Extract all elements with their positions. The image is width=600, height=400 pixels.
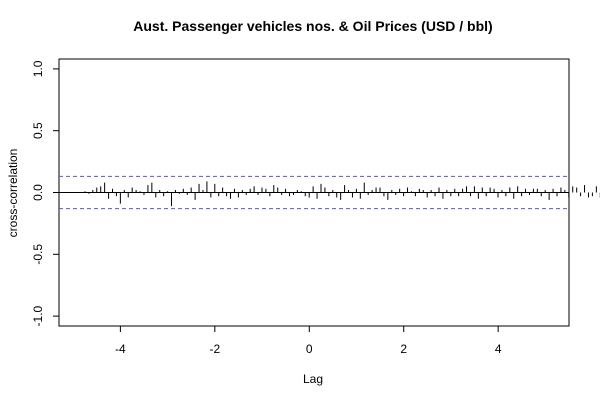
- y-axis-label: cross-correlation: [6, 149, 20, 238]
- y-tick-label: 0.5: [31, 122, 45, 139]
- x-tick-label: 2: [400, 342, 407, 356]
- x-axis: -4 -2 0 2 4: [115, 326, 502, 356]
- y-tick-label: -1.0: [31, 305, 45, 326]
- x-axis-label: Lag: [303, 372, 323, 386]
- x-tick-label: 0: [306, 342, 313, 356]
- y-tick-label: 1.0: [31, 60, 45, 77]
- y-axis: -1.0 -0.5 0.0 0.5 1.0: [31, 60, 59, 326]
- y-tick-label: 0.0: [31, 184, 45, 201]
- y-tick-label: -0.5: [31, 244, 45, 265]
- x-tick-label: -4: [115, 342, 126, 356]
- correlation-bars: [84, 181, 600, 207]
- chart-title: Aust. Passenger vehicles nos. & Oil Pric…: [133, 18, 492, 34]
- x-tick-label: -2: [209, 342, 220, 356]
- x-tick-label: 4: [495, 342, 502, 356]
